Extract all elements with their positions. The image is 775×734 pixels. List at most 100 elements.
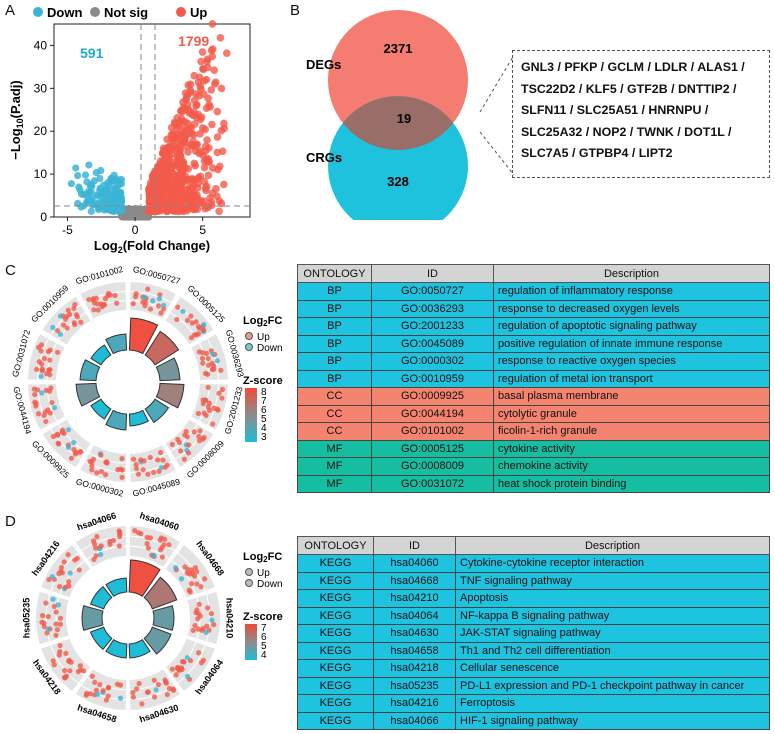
gene-point-up — [61, 559, 67, 565]
point-up — [153, 198, 162, 206]
gene-point-up — [138, 531, 144, 537]
point-up — [217, 84, 226, 93]
gene-point-up — [67, 668, 73, 674]
point-up — [211, 80, 219, 88]
log2fc-legend-title: Log2FC — [243, 551, 282, 564]
cell-ontology: KEGG — [297, 694, 374, 713]
venn-overlap-count: 19 — [397, 111, 411, 126]
gene-point-up — [206, 400, 212, 406]
point-up — [207, 201, 216, 210]
gene-point-up — [43, 600, 49, 606]
point-up — [160, 198, 168, 207]
kegg-circle-plot: hsa04060hsa04668hsa04210hsa04064hsa04630… — [21, 510, 282, 724]
venn-crgs-count: 328 — [387, 174, 409, 189]
gene-line: SLC25A32 / NOP2 / TWNK / DOT1L / — [521, 124, 732, 139]
cell-id: GO:0050727 — [371, 282, 494, 301]
cell-ontology: CC — [297, 422, 372, 441]
gene-point-up — [57, 642, 63, 649]
gene-point-down — [50, 324, 56, 331]
zscore-bar — [89, 585, 113, 610]
point-down — [117, 206, 125, 214]
gene-point-up — [174, 316, 180, 323]
point-up — [201, 184, 210, 192]
table-row: BP GO:0050727 regulation of inflammatory r… — [297, 282, 770, 301]
gene-point-up — [156, 303, 162, 309]
point-up — [200, 177, 209, 186]
point-up — [186, 80, 195, 89]
gene-point-up — [57, 621, 64, 627]
cell-id: hsa04216 — [373, 694, 456, 713]
cell-ontology: KEGG — [297, 589, 374, 608]
cell-description: cytokine activity — [493, 439, 770, 458]
gene-point-up — [43, 418, 49, 425]
cell-description: Apoptosis — [455, 589, 770, 608]
gene-point-up — [151, 694, 158, 700]
legend-up-label: Up — [257, 332, 270, 343]
gene-point-up — [32, 391, 38, 398]
point-up — [216, 33, 225, 42]
ring-grid — [46, 384, 58, 422]
gene-point-down — [38, 373, 44, 379]
term-label: hsa04210 — [225, 598, 235, 639]
y-tick-label: 0 — [40, 210, 47, 224]
volcano-points — [67, 20, 231, 221]
zscore-bar — [143, 576, 178, 610]
gene-point-up — [191, 429, 197, 435]
point-up — [198, 48, 207, 56]
ring-grid — [130, 452, 168, 464]
gene-point-up — [196, 433, 202, 440]
cell-description: regulation of metal ion transport — [493, 369, 770, 388]
cell-ontology: KEGG — [297, 571, 374, 590]
gene-point-up — [202, 370, 209, 376]
cell-ontology: KEGG — [297, 554, 374, 573]
gene-point-up — [161, 542, 167, 548]
point-up — [190, 120, 199, 128]
cell-ontology: KEGG — [297, 676, 374, 695]
table-row: KEGG hsa04064 NF-kappa B signaling pathway — [297, 606, 770, 625]
zscore-bar — [90, 398, 112, 420]
gene-point-up — [130, 689, 136, 696]
cell-id: GO:2001233 — [371, 317, 494, 336]
point-notsig — [122, 211, 130, 219]
gene-point-down — [158, 464, 165, 471]
zscore-bar — [105, 333, 128, 355]
gene-point-up — [56, 652, 62, 658]
gene-point-down — [65, 427, 72, 433]
cell-description: ficolin-1-rich granule — [493, 422, 770, 441]
gene-point-up — [78, 319, 84, 325]
gene-point-up — [145, 286, 151, 292]
zscore-tick: 7 — [261, 623, 267, 634]
table-row: BP GO:0045089 positive regulation of innat… — [297, 334, 770, 353]
gene-point-up — [116, 543, 123, 549]
point-down — [105, 196, 113, 205]
gene-point-up — [186, 442, 192, 448]
gene-point-up — [216, 390, 222, 396]
point-down — [87, 207, 95, 215]
gene-point-up — [93, 295, 99, 301]
cell-description: Ferroptosis — [455, 694, 770, 713]
gene-point-down — [184, 673, 191, 679]
point-up — [198, 124, 207, 132]
gene-point-down — [67, 570, 73, 576]
gene-point-up — [39, 619, 45, 625]
table-row: BP GO:0000302 response to reactive oxygen … — [297, 352, 770, 371]
cell-id: GO:0036293 — [371, 299, 494, 318]
up-count: 1799 — [178, 33, 209, 49]
gene-point-up — [112, 292, 118, 299]
point-up — [175, 155, 184, 163]
gene-point-up — [47, 410, 53, 416]
gene-point-up — [74, 314, 80, 320]
point-up — [203, 63, 212, 72]
go-circle-plot: GO:0050727GO:0005125GO:0036293GO:2001233… — [10, 264, 283, 499]
gene-point-down — [214, 358, 221, 364]
gene-point-up — [53, 621, 59, 627]
cell-description: regulation of inflammatory response — [493, 282, 770, 301]
zscore-tick: 4 — [261, 423, 267, 434]
cell-id: GO:0009925 — [371, 387, 494, 406]
gene-point-up — [50, 658, 56, 664]
gene-point-down — [153, 687, 159, 693]
table-row: BP GO:2001233 regulation of apoptotic sign… — [297, 317, 770, 336]
gene-point-up — [103, 459, 109, 465]
point-up — [220, 180, 228, 189]
gene-point-up — [156, 468, 162, 474]
